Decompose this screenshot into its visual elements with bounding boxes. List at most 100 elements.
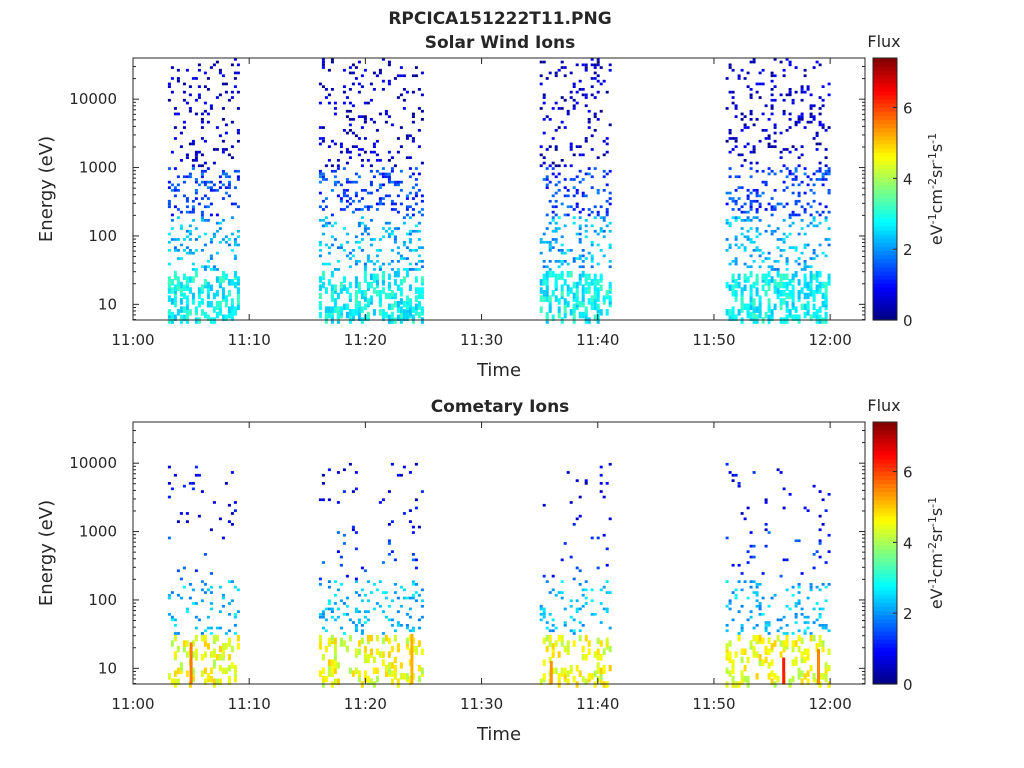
heatmap-cell — [578, 265, 582, 269]
heatmap-cell — [200, 670, 204, 677]
heatmap-cell — [752, 123, 756, 127]
heatmap-cell — [596, 262, 600, 266]
heatmap-cell — [176, 593, 180, 597]
heatmap-cell — [737, 634, 741, 642]
heatmap-cell — [752, 60, 756, 64]
heatmap-cell — [797, 645, 801, 653]
heatmap-cell — [605, 607, 609, 611]
figure-title: RPCICA151222T11.PNG — [388, 9, 611, 29]
heatmap-cell — [182, 284, 186, 291]
heatmap-cell — [363, 670, 367, 677]
heatmap-cell — [396, 643, 400, 650]
heatmap-cell — [749, 109, 753, 113]
heatmap-cell — [578, 240, 582, 244]
heatmap-cell — [809, 270, 813, 278]
heatmap-cell — [417, 311, 421, 319]
heatmap-cell — [182, 484, 186, 488]
heatmap-cell — [390, 645, 394, 653]
heatmap-cell — [318, 175, 322, 179]
heatmap-cell — [360, 216, 364, 219]
heatmap-cell — [209, 602, 213, 605]
heatmap-cell — [551, 229, 555, 233]
heatmap-cell — [809, 664, 813, 672]
heatmap-cell — [764, 528, 768, 532]
heatmap-cell — [188, 85, 192, 88]
heatmap-cell — [728, 656, 732, 664]
heatmap-cell — [405, 624, 409, 627]
heatmap-cell — [773, 208, 777, 211]
heatmap-cell — [324, 197, 328, 200]
heatmap-cell — [375, 74, 379, 78]
heatmap-cell — [194, 77, 198, 80]
heatmap-cell — [372, 145, 376, 148]
colorbar-segment — [873, 254, 897, 260]
heatmap-cell — [551, 574, 555, 578]
heatmap-cell — [387, 553, 391, 556]
heatmap-cell — [590, 243, 594, 247]
heatmap-cell — [408, 509, 412, 512]
heatmap-cell — [596, 90, 600, 94]
heatmap-cell — [173, 112, 177, 116]
heatmap-cell — [420, 604, 424, 608]
heatmap-cell — [396, 596, 400, 600]
heatmap-cell — [351, 670, 355, 677]
heatmap-cell — [545, 186, 549, 189]
heatmap-cell — [360, 632, 364, 635]
heatmap-cell — [209, 626, 213, 630]
heatmap-cell — [734, 202, 738, 206]
heatmap-cell — [791, 314, 795, 321]
heatmap-cell — [354, 240, 358, 244]
heatmap-cell — [194, 178, 198, 181]
heatmap-cell — [321, 615, 325, 619]
heatmap-cell — [342, 284, 346, 291]
heatmap-cell — [584, 654, 588, 661]
heatmap-cell — [360, 74, 364, 78]
heatmap-cell — [185, 670, 189, 677]
heatmap-cell — [318, 180, 322, 184]
heatmap-cell — [737, 681, 741, 688]
heatmap-cell — [230, 512, 234, 515]
heatmap-cell — [821, 178, 825, 181]
heatmap-cell — [797, 667, 801, 675]
heatmap-cell — [584, 68, 588, 72]
heatmap-cell — [375, 648, 379, 655]
heatmap-cell — [203, 109, 207, 113]
heatmap-cell — [584, 96, 588, 99]
heatmap-cell — [324, 311, 328, 319]
heatmap-cell — [827, 169, 831, 173]
heatmap-cell — [230, 279, 234, 286]
heatmap-cell — [791, 640, 795, 647]
heatmap-cell — [402, 596, 406, 600]
heatmap-cell — [584, 63, 588, 67]
heatmap-cell — [369, 648, 373, 655]
heatmap-cell — [354, 487, 358, 491]
heatmap-cell — [806, 648, 810, 655]
heatmap-peak — [410, 633, 414, 684]
heatmap-cell — [390, 290, 394, 297]
heatmap-cell — [755, 306, 759, 313]
heatmap-cell — [417, 238, 421, 241]
heatmap-cell — [812, 566, 816, 570]
heatmap-cell — [173, 137, 177, 140]
heatmap-cell — [399, 585, 403, 589]
colorbar-segment — [873, 528, 897, 534]
heatmap-cell — [569, 148, 573, 151]
heatmap-cell — [788, 150, 792, 154]
heatmap-cell — [170, 591, 174, 594]
colorbar-segment — [873, 422, 897, 427]
heatmap-cell — [773, 260, 777, 263]
heatmap-cell — [179, 243, 183, 247]
heatmap-cell — [542, 265, 546, 269]
heatmap-cell — [581, 249, 585, 252]
heatmap-cell — [590, 93, 594, 97]
colorbar-segment — [873, 663, 897, 669]
heatmap-cell — [200, 216, 204, 219]
heatmap-cell — [821, 98, 825, 102]
heatmap-cell — [324, 243, 328, 247]
heatmap-cell — [770, 74, 774, 78]
heatmap-cell — [351, 104, 355, 108]
heatmap-cell — [584, 634, 588, 642]
heatmap-cell — [408, 167, 412, 170]
heatmap-cell — [233, 186, 237, 189]
heatmap-cell — [584, 678, 588, 685]
